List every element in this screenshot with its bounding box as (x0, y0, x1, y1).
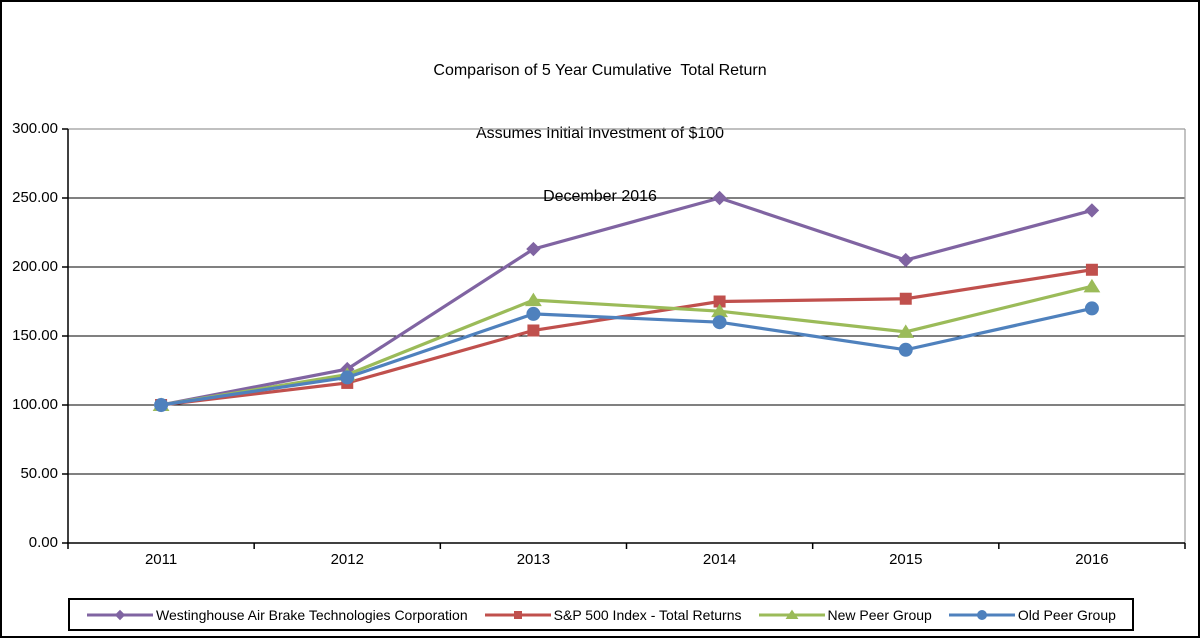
series-westinghouse-air-brake-diamond-marker (526, 241, 541, 257)
series-sp500-total-returns-square-marker (1085, 263, 1098, 276)
legend-label: S&P 500 Index - Total Returns (553, 606, 742, 623)
series-westinghouse-air-brake-diamond-marker (898, 252, 913, 268)
chart-title-line1: Comparison of 5 Year Cumulative Total Re… (433, 62, 767, 79)
legend-swatch-new-peer-group (758, 609, 825, 619)
legend-item-sp500-total-returns: S&P 500 Index - Total Returns (484, 606, 742, 623)
x-axis-tick-label: 2013 (516, 551, 551, 568)
y-axis-tick-label: 250.00 (12, 189, 58, 206)
legend-label: Westinghouse Air Brake Technologies Corp… (156, 606, 468, 623)
y-axis-tick-label: 150.00 (12, 327, 58, 344)
series-line-new-peer-group (160, 284, 1093, 407)
legend-swatch-sp500-total-returns (484, 610, 551, 619)
legend-swatch-square-marker (513, 610, 522, 619)
x-axis-tick-label: 2016 (1075, 551, 1109, 568)
x-axis-tick-label: 2011 (144, 551, 178, 568)
y-axis-tick-label: 300.00 (12, 120, 58, 137)
legend-label: Old Peer Group (1017, 606, 1116, 623)
series-old-peer-group-circle-marker (526, 306, 541, 321)
legend-label: New Peer Group (827, 606, 932, 623)
series-sp500-total-returns-square-marker (899, 292, 912, 305)
legend-swatch-circle-marker (976, 609, 987, 620)
legend-swatch-old-peer-group (948, 609, 1015, 620)
series-line-old-peer-group (160, 306, 1093, 407)
chart-title-line3: December 2016 (543, 188, 657, 205)
series-old-peer-group-circle-marker (154, 398, 169, 412)
y-axis-tick-label: 200.00 (12, 258, 58, 275)
legend-item-new-peer-group: New Peer Group (758, 607, 932, 623)
legend-swatch-diamond-marker (114, 609, 126, 620)
series-old-peer-group-circle-marker (898, 342, 913, 357)
legend-swatch-triangle-marker (785, 609, 798, 619)
series-new-peer-group-triangle-marker (897, 324, 915, 338)
legend: Westinghouse Air Brake Technologies Corp… (68, 598, 1134, 631)
series-line-sp500-total-returns (160, 268, 1093, 407)
legend-item-westinghouse-air-brake: Westinghouse Air Brake Technologies Corp… (86, 607, 468, 623)
x-axis-tick-label: 2014 (702, 551, 737, 568)
legend-item-old-peer-group: Old Peer Group (948, 607, 1116, 623)
series-westinghouse-air-brake-diamond-marker (712, 190, 727, 206)
series-old-peer-group-circle-marker (340, 370, 355, 385)
series-sp500-total-returns-square-marker (527, 324, 540, 337)
y-axis-tick-label: 50.00 (20, 465, 58, 482)
series-old-peer-group-circle-marker (712, 315, 727, 330)
series-line-westinghouse-air-brake (160, 196, 1093, 407)
legend-swatch-westinghouse-air-brake (87, 609, 154, 620)
series-new-peer-group-triangle-marker (1083, 278, 1101, 293)
y-axis-tick-label: 100.00 (12, 396, 58, 413)
series-new-peer-group-triangle-marker (525, 292, 542, 307)
x-axis-tick-label: 2015 (889, 551, 923, 568)
series-westinghouse-air-brake-diamond-marker (1084, 203, 1100, 218)
x-axis-tick-label: 2012 (330, 551, 364, 568)
series-old-peer-group-circle-marker (1084, 301, 1099, 316)
y-axis-tick-label: 0.00 (28, 534, 58, 551)
